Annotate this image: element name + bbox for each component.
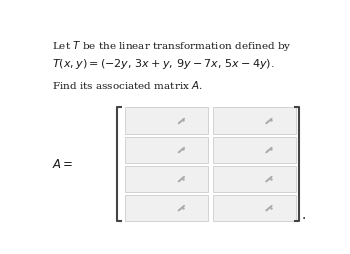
Bar <box>125 107 208 134</box>
Bar <box>125 137 208 163</box>
Bar <box>213 107 296 134</box>
Bar <box>213 166 296 192</box>
Bar <box>213 195 296 221</box>
Text: $A =$: $A =$ <box>51 158 73 171</box>
Text: Let $T$ be the linear transformation defined by: Let $T$ be the linear transformation def… <box>51 39 291 53</box>
Bar <box>125 166 208 192</box>
Bar <box>213 137 296 163</box>
Text: .: . <box>302 208 306 222</box>
Text: Find its associated matrix $A$.: Find its associated matrix $A$. <box>51 79 202 91</box>
Bar <box>125 195 208 221</box>
Text: $T(x, y) = (-2y,\, 3x + y,\, 9y - 7x,\, 5x - 4y).$: $T(x, y) = (-2y,\, 3x + y,\, 9y - 7x,\, … <box>51 57 274 71</box>
